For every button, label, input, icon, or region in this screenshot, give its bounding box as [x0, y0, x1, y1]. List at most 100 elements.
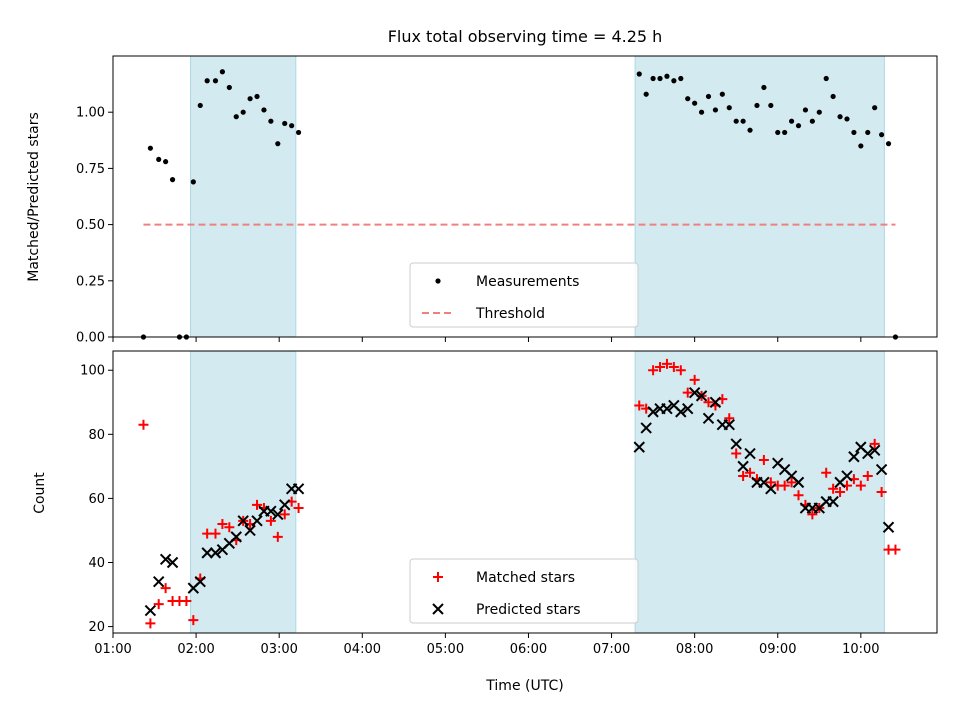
bottom-matched-stars-point [724, 413, 735, 424]
bottom-predicted-stars-point [166, 556, 179, 569]
bottom-panel-xlabel: Time (UTC) [485, 678, 563, 694]
top-measurements-point [865, 129, 871, 136]
top-axes-frame [112, 55, 938, 338]
bottom-predicted-stars-point [661, 402, 673, 415]
bottom-predicted-stars-point [744, 447, 756, 460]
bottom-predicted-stars-point [159, 553, 172, 566]
bottom-predicted-stars-point [230, 531, 242, 543]
bottom-matched-stars-point [786, 477, 797, 488]
top-panel-ylabel: Matched/Predicted stars [26, 112, 42, 282]
bottom-predicted-stars-point [702, 412, 715, 425]
top-measurements-point [240, 109, 246, 115]
top-measurements-point [204, 78, 210, 84]
bottom-matched-stars-point [765, 477, 776, 488]
bottom-predicted-stars-point [723, 418, 735, 431]
bottom-predicted-stars-point [209, 547, 222, 559]
bottom-matched-stars-point [252, 499, 263, 510]
top-measurements-point [879, 132, 885, 138]
bottom-xtick-label: 06:00 [510, 642, 547, 657]
bottom-ytick-label: 20 [88, 620, 105, 635]
top-measurements-point [282, 120, 288, 127]
bottom-predicted-stars-point [292, 483, 305, 495]
bottom-matched-stars-point [828, 483, 839, 494]
bottom-predicted-stars-point [737, 460, 749, 473]
top-measurements-point [795, 123, 802, 129]
bottom-matched-stars-point [188, 615, 199, 626]
top-measurements-point [761, 84, 767, 91]
bottom-matched-stars-point [648, 365, 659, 376]
bottom-xtick-label: 03:00 [260, 642, 297, 657]
bottom-predicted-stars-point [647, 406, 659, 418]
bottom-matched-stars-point [855, 480, 866, 491]
bottom-matched-stars-point [265, 515, 276, 526]
top-measurements-point [851, 129, 857, 136]
bottom-matched-stars-point [738, 470, 749, 481]
bottom-matched-stars-point [668, 362, 679, 373]
bottom-ytick-label: 100 [80, 364, 105, 379]
bottom-matched-stars-point [835, 487, 846, 497]
bottom-matched-stars-point [807, 509, 818, 520]
top-legend-marker [435, 278, 441, 284]
bottom-predicted-stars-point [201, 547, 213, 559]
top-ytick-label: 0.50 [76, 218, 105, 233]
top-measurements-point [754, 102, 760, 109]
bottom-predicted-stars-point [730, 438, 742, 450]
bottom-predicted-stars-point [709, 396, 722, 408]
top-measurements-point [747, 127, 753, 133]
bottom-predicted-stars-point [633, 441, 645, 453]
bottom-xtick-label: 09:00 [759, 642, 796, 657]
top-measurements-point [885, 141, 892, 147]
top-ytick-label: 1.00 [76, 106, 105, 121]
bottom-matched-stars-point [821, 467, 832, 478]
bottom-matched-stars-point [224, 522, 235, 533]
bottom-matched-stars-point [731, 448, 742, 459]
top-legend-label: Threshold [475, 306, 545, 322]
top-measurements-point [726, 105, 732, 111]
bottom-legend-marker [432, 603, 444, 615]
bottom-xtick-label: 02:00 [177, 642, 214, 657]
bottom-predicted-stars-point [848, 451, 860, 463]
top-measurements-point [268, 118, 274, 124]
top-measurements-point [685, 96, 691, 102]
bottom-xtick-label: 01:00 [94, 642, 131, 657]
top-shaded-interval-1 [634, 55, 885, 338]
bottom-matched-stars-point [682, 387, 693, 398]
top-measurements-point [212, 78, 219, 84]
bottom-matched-stars-point [217, 519, 228, 530]
bottom-matched-stars-point [138, 419, 149, 430]
top-measurements-point [261, 107, 267, 113]
top-measurements-point [698, 109, 705, 115]
top-measurements-point [295, 129, 302, 136]
top-measurements-point [156, 156, 162, 163]
bottom-xtick-label: 08:00 [676, 642, 713, 657]
top-measurements-point [233, 114, 239, 120]
bottom-legend-marker [433, 572, 443, 582]
top-measurements-point [664, 73, 670, 79]
top-measurements-point [719, 91, 725, 97]
bottom-matched-stars-point [779, 480, 790, 491]
bottom-axes-frame [112, 350, 938, 634]
bottom-legend-label: Matched stars [476, 570, 575, 586]
top-measurements-point [775, 129, 781, 136]
top-measurements-point [872, 105, 878, 111]
bottom-shaded-interval-0 [190, 350, 297, 634]
bottom-predicted-stars-point [237, 515, 249, 527]
bottom-predicted-stars-point [688, 386, 701, 399]
bottom-matched-stars-point [181, 595, 192, 606]
top-measurements-point [247, 96, 253, 102]
bottom-predicted-stars-point [868, 444, 881, 457]
bottom-matched-stars-point [876, 487, 887, 497]
bottom-predicted-stars-point [875, 463, 888, 476]
bottom-matched-stars-point [210, 528, 221, 539]
bottom-predicted-stars-point [765, 483, 777, 495]
top-measurements-point [740, 118, 746, 124]
top-measurements-point [692, 100, 698, 106]
top-measurements-point [837, 114, 843, 120]
bottom-xtick-label: 04:00 [344, 642, 381, 657]
bottom-predicted-stars-point [792, 476, 805, 489]
bottom-matched-stars-point [703, 397, 714, 408]
bottom-predicted-stars-point [640, 422, 652, 434]
top-legend-box [409, 262, 639, 328]
bottom-matched-stars-point [145, 618, 156, 629]
